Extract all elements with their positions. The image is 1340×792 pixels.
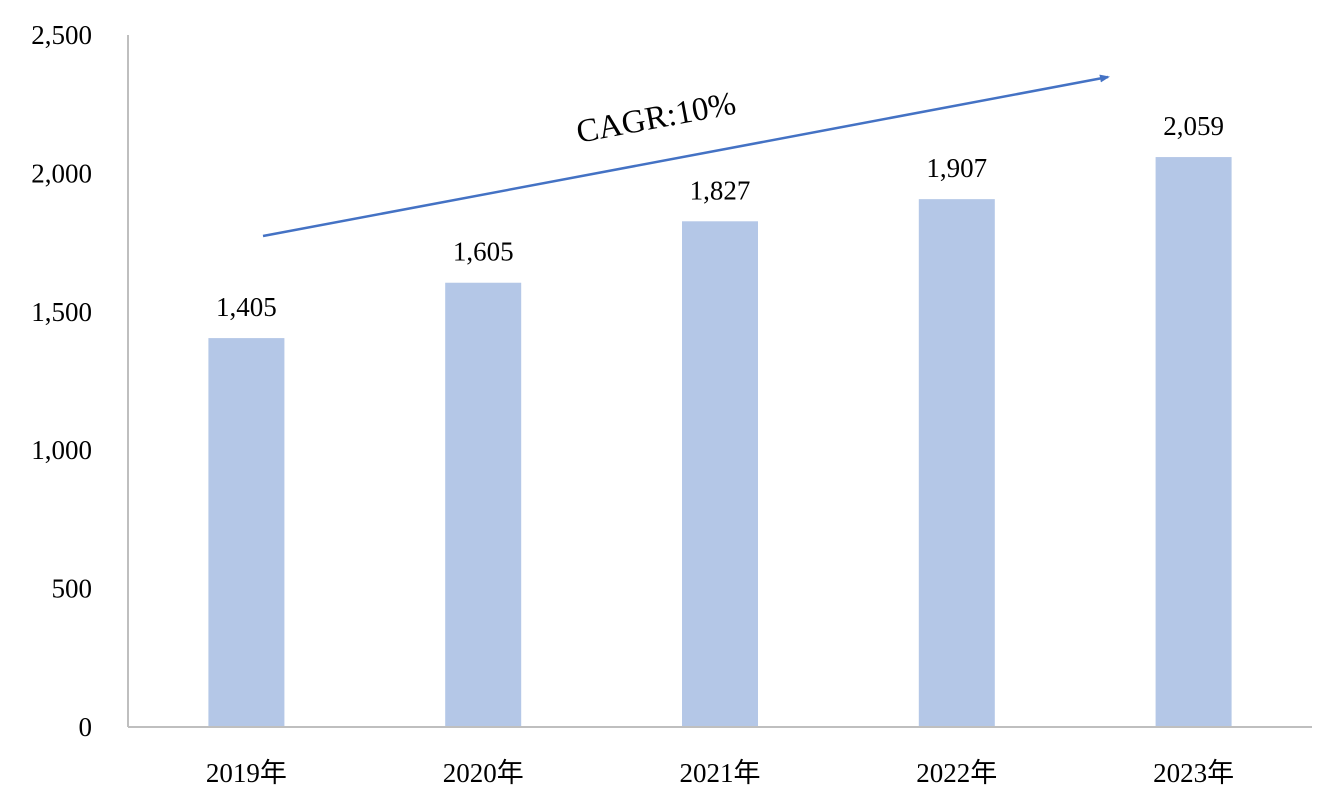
bars-group	[208, 157, 1232, 728]
x-tick-label: 2020年	[443, 758, 524, 788]
x-tick-label: 2022年	[916, 758, 997, 788]
bar	[1155, 157, 1232, 728]
cagr-annotation-label: CAGR:10%	[574, 86, 739, 151]
bar-value-label: 1,827	[690, 175, 751, 205]
bar-value-label: 1,907	[926, 153, 987, 183]
bar	[208, 338, 285, 727]
bar	[445, 282, 522, 727]
y-tick-label: 2,500	[31, 20, 92, 50]
bar	[682, 221, 758, 727]
bar-value-label: 1,605	[453, 237, 514, 267]
bar-value-label: 2,059	[1163, 111, 1224, 141]
x-tick-label: 2023年	[1153, 758, 1234, 788]
x-tick-label: 2019年	[206, 758, 287, 788]
y-tick-label: 0	[79, 712, 93, 742]
cagr-arrow	[262, 74, 1110, 238]
bar-value-label: 1,405	[216, 292, 277, 322]
y-tick-label: 500	[52, 574, 93, 604]
bar	[918, 199, 995, 727]
x-axis-tick-labels: 2019年 2020年 2021年 2022年 2023年	[206, 758, 1234, 788]
y-tick-label: 1,000	[31, 435, 92, 465]
y-tick-label: 1,500	[31, 297, 92, 327]
y-tick-label: 2,000	[31, 158, 92, 188]
y-axis-tick-labels: 0 500 1,000 1,500 2,000 2,500	[31, 20, 92, 742]
data-labels-group: 1,405 1,605 1,827 1,907 2,059	[216, 111, 1224, 322]
x-tick-label: 2021年	[680, 758, 761, 788]
